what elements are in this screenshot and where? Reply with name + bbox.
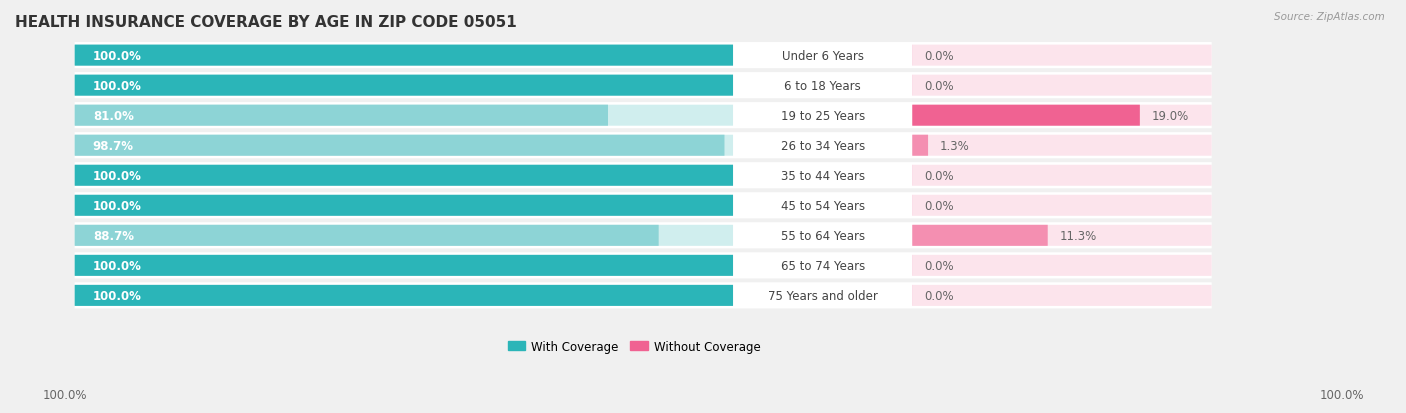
FancyBboxPatch shape (75, 195, 733, 216)
FancyBboxPatch shape (75, 195, 733, 216)
Text: 88.7%: 88.7% (93, 229, 134, 242)
FancyBboxPatch shape (912, 165, 1212, 186)
FancyBboxPatch shape (75, 76, 733, 97)
Text: 0.0%: 0.0% (924, 79, 955, 93)
Text: 26 to 34 Years: 26 to 34 Years (780, 140, 865, 152)
Text: 19 to 25 Years: 19 to 25 Years (780, 109, 865, 122)
Text: HEALTH INSURANCE COVERAGE BY AGE IN ZIP CODE 05051: HEALTH INSURANCE COVERAGE BY AGE IN ZIP … (15, 15, 517, 30)
Text: 98.7%: 98.7% (93, 140, 134, 152)
FancyBboxPatch shape (75, 76, 733, 97)
Text: 100.0%: 100.0% (1319, 388, 1364, 401)
Text: 1.3%: 1.3% (941, 140, 970, 152)
FancyBboxPatch shape (912, 225, 1047, 246)
Text: 100.0%: 100.0% (93, 199, 142, 212)
Text: 75 Years and older: 75 Years and older (768, 289, 877, 302)
FancyBboxPatch shape (75, 45, 733, 66)
FancyBboxPatch shape (912, 105, 1212, 126)
Text: 0.0%: 0.0% (924, 259, 955, 272)
Text: 0.0%: 0.0% (924, 199, 955, 212)
FancyBboxPatch shape (75, 255, 733, 276)
Text: 100.0%: 100.0% (93, 169, 142, 182)
Text: 100.0%: 100.0% (93, 50, 142, 62)
FancyBboxPatch shape (75, 193, 1212, 219)
FancyBboxPatch shape (75, 255, 733, 276)
Text: 0.0%: 0.0% (924, 169, 955, 182)
FancyBboxPatch shape (75, 225, 658, 246)
Text: 35 to 44 Years: 35 to 44 Years (780, 169, 865, 182)
FancyBboxPatch shape (912, 135, 928, 157)
FancyBboxPatch shape (75, 165, 733, 186)
FancyBboxPatch shape (75, 163, 1212, 189)
Text: 55 to 64 Years: 55 to 64 Years (780, 229, 865, 242)
FancyBboxPatch shape (75, 253, 1212, 279)
Text: 6 to 18 Years: 6 to 18 Years (785, 79, 860, 93)
FancyBboxPatch shape (75, 135, 724, 157)
FancyBboxPatch shape (912, 135, 1212, 157)
FancyBboxPatch shape (912, 195, 1212, 216)
FancyBboxPatch shape (912, 255, 1212, 276)
FancyBboxPatch shape (912, 225, 1212, 246)
FancyBboxPatch shape (75, 285, 733, 306)
FancyBboxPatch shape (75, 223, 1212, 249)
FancyBboxPatch shape (75, 135, 733, 157)
Text: 11.3%: 11.3% (1060, 229, 1097, 242)
FancyBboxPatch shape (75, 43, 1212, 69)
Text: Source: ZipAtlas.com: Source: ZipAtlas.com (1274, 12, 1385, 22)
FancyBboxPatch shape (75, 45, 733, 66)
FancyBboxPatch shape (75, 105, 733, 126)
FancyBboxPatch shape (75, 103, 1212, 129)
FancyBboxPatch shape (912, 45, 1212, 66)
FancyBboxPatch shape (75, 225, 733, 246)
Legend: With Coverage, Without Coverage: With Coverage, Without Coverage (503, 335, 765, 357)
FancyBboxPatch shape (75, 285, 733, 306)
Text: 100.0%: 100.0% (93, 79, 142, 93)
FancyBboxPatch shape (912, 285, 1212, 306)
Text: 0.0%: 0.0% (924, 50, 955, 62)
Text: 65 to 74 Years: 65 to 74 Years (780, 259, 865, 272)
FancyBboxPatch shape (75, 133, 1212, 159)
Text: 100.0%: 100.0% (42, 388, 87, 401)
Text: 100.0%: 100.0% (93, 259, 142, 272)
FancyBboxPatch shape (75, 282, 1212, 309)
Text: 19.0%: 19.0% (1152, 109, 1189, 122)
Text: 0.0%: 0.0% (924, 289, 955, 302)
FancyBboxPatch shape (75, 73, 1212, 99)
Text: 100.0%: 100.0% (93, 289, 142, 302)
FancyBboxPatch shape (75, 165, 733, 186)
Text: 81.0%: 81.0% (93, 109, 134, 122)
FancyBboxPatch shape (75, 105, 607, 126)
Text: 45 to 54 Years: 45 to 54 Years (780, 199, 865, 212)
FancyBboxPatch shape (912, 76, 1212, 97)
Text: Under 6 Years: Under 6 Years (782, 50, 863, 62)
FancyBboxPatch shape (912, 105, 1140, 126)
